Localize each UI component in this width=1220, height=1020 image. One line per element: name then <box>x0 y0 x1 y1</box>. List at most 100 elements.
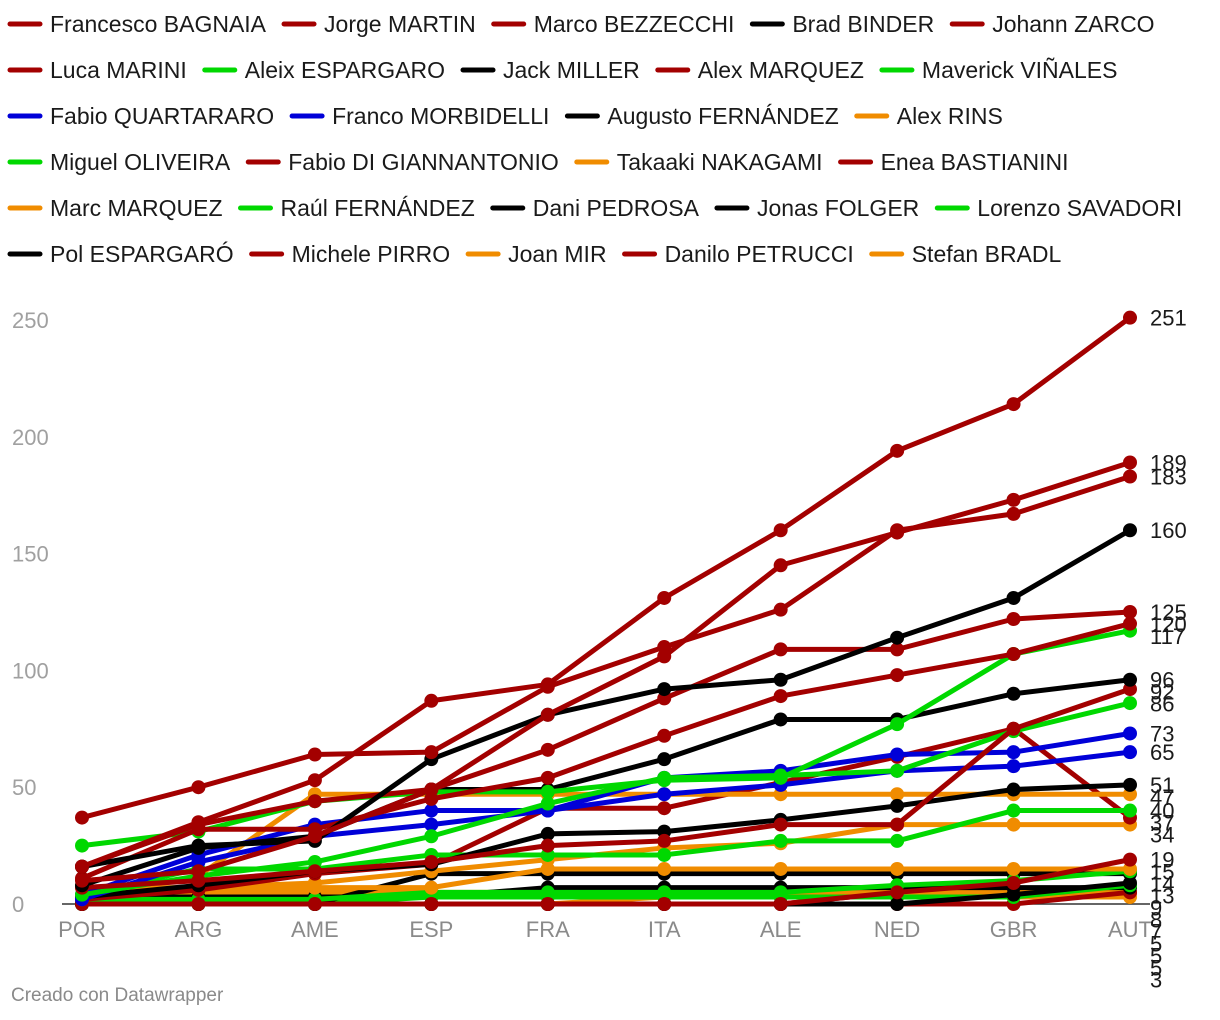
data-point <box>890 763 905 778</box>
data-point <box>773 897 788 911</box>
data-point <box>1123 745 1137 760</box>
data-point <box>890 861 905 876</box>
x-tick-label: GBR <box>990 917 1038 942</box>
data-point <box>1006 861 1021 876</box>
legend-label: Enea BASTIANINI <box>881 149 1069 175</box>
end-value-label: 86 <box>1150 692 1174 717</box>
data-point <box>657 897 672 911</box>
data-point <box>1123 803 1137 818</box>
legend-item-francesco-bagnaia: Francesco BAGNAIA <box>7 11 267 37</box>
data-point <box>657 682 672 697</box>
data-point <box>424 782 439 797</box>
series-line <box>79 459 1133 884</box>
data-point <box>657 801 672 816</box>
legend-item-miguel-oliveira: Miguel OLIVEIRA <box>7 149 231 175</box>
end-value-label: 189 <box>1150 450 1187 475</box>
legend-item-takaaki-nakagami: Takaaki NAKAGAMI <box>574 149 823 175</box>
data-point <box>424 745 439 760</box>
legend-label: Marc MARQUEZ <box>50 195 223 221</box>
series-line <box>79 868 1133 902</box>
end-labels: 2511891831601251201179692867365514740373… <box>1150 306 1187 993</box>
legend-label: Alex RINS <box>897 103 1003 129</box>
data-point <box>540 707 555 722</box>
legend-label: Stefan BRADL <box>912 241 1062 267</box>
end-value-label: 96 <box>1150 668 1174 693</box>
data-point <box>890 443 905 458</box>
end-value-label: 183 <box>1150 465 1187 490</box>
y-tick-label: 250 <box>12 308 49 333</box>
data-point <box>890 717 905 732</box>
end-value-label: 125 <box>1150 600 1187 625</box>
data-point <box>657 847 672 862</box>
y-tick-label: 0 <box>12 892 24 917</box>
data-point <box>773 833 788 848</box>
data-point <box>657 728 672 743</box>
y-tick-label: 100 <box>12 658 49 683</box>
x-tick-label: ESP <box>409 917 453 942</box>
data-point <box>424 803 439 818</box>
data-point <box>1006 590 1021 605</box>
data-point <box>75 810 89 825</box>
legend-label: Alex MARQUEZ <box>698 57 864 83</box>
legend-item-raul-fernandez: Raúl FERNÁNDEZ <box>238 195 475 221</box>
data-point <box>890 787 905 802</box>
legend-item-maverick-vinales: Maverick VIÑALES <box>879 57 1117 83</box>
data-point <box>1123 726 1137 741</box>
data-point <box>1123 696 1137 711</box>
x-axis: POR ARG AME ESP FRA ITA ALE NED GBR AUT <box>58 917 1152 942</box>
data-point <box>540 826 555 841</box>
legend-item-luca-marini: Luca MARINI <box>7 57 187 83</box>
data-point <box>890 833 905 848</box>
data-point <box>540 796 555 811</box>
data-point <box>1123 455 1137 470</box>
end-value-label: 3 <box>1150 968 1162 993</box>
data-point <box>1006 875 1021 890</box>
end-value-label: 65 <box>1150 740 1174 765</box>
legend-label: Fabio DI GIANNANTONIO <box>288 149 559 175</box>
end-value-label: 9 <box>1150 896 1162 921</box>
data-point <box>540 677 555 692</box>
series-jorge-martin <box>75 455 1137 888</box>
legend-label: Lorenzo SAVADORI <box>977 195 1182 221</box>
legend-label: Fabio QUARTARARO <box>50 103 274 129</box>
data-point <box>657 861 672 876</box>
data-point <box>75 859 89 874</box>
data-point <box>890 668 905 683</box>
legend-item-jack-miller: Jack MILLER <box>460 57 640 83</box>
data-point <box>890 897 905 911</box>
series-line <box>79 609 1133 870</box>
legend-label: Jonas FOLGER <box>757 195 919 221</box>
legend-label: Raúl FERNÁNDEZ <box>281 195 475 221</box>
end-value-label: 160 <box>1150 518 1187 543</box>
x-tick-label: POR <box>58 917 106 942</box>
data-point <box>540 742 555 757</box>
legend-label: Augusto FERNÁNDEZ <box>607 103 838 129</box>
series-line <box>79 628 1133 849</box>
data-point <box>1123 777 1137 792</box>
data-point <box>1006 759 1021 774</box>
data-point <box>890 885 905 900</box>
data-point <box>1006 647 1021 662</box>
legend-label: Joan MIR <box>508 241 606 267</box>
data-point <box>1006 506 1021 521</box>
end-value-label: 34 <box>1150 823 1174 848</box>
data-point <box>1006 817 1021 832</box>
data-point <box>773 642 788 657</box>
data-point <box>307 829 322 844</box>
data-point <box>773 558 788 573</box>
data-point <box>1123 605 1137 619</box>
data-point <box>657 590 672 605</box>
end-value-label: 8 <box>1150 908 1162 933</box>
data-point <box>773 817 788 832</box>
data-point <box>424 693 439 708</box>
plot-area <box>75 310 1137 911</box>
legend-label: Michele PIRRO <box>292 241 450 267</box>
data-point <box>1006 612 1021 627</box>
data-point <box>657 833 672 848</box>
legend-item-augusto-fernandez: Augusto FERNÁNDEZ <box>564 103 839 129</box>
end-value-label: 14 <box>1150 872 1174 897</box>
data-point <box>1006 782 1021 797</box>
legend-label: Johann ZARCO <box>992 11 1154 37</box>
data-point <box>657 649 672 664</box>
legend-item-aleix-espargaro: Aleix ESPARGARO <box>202 57 445 83</box>
